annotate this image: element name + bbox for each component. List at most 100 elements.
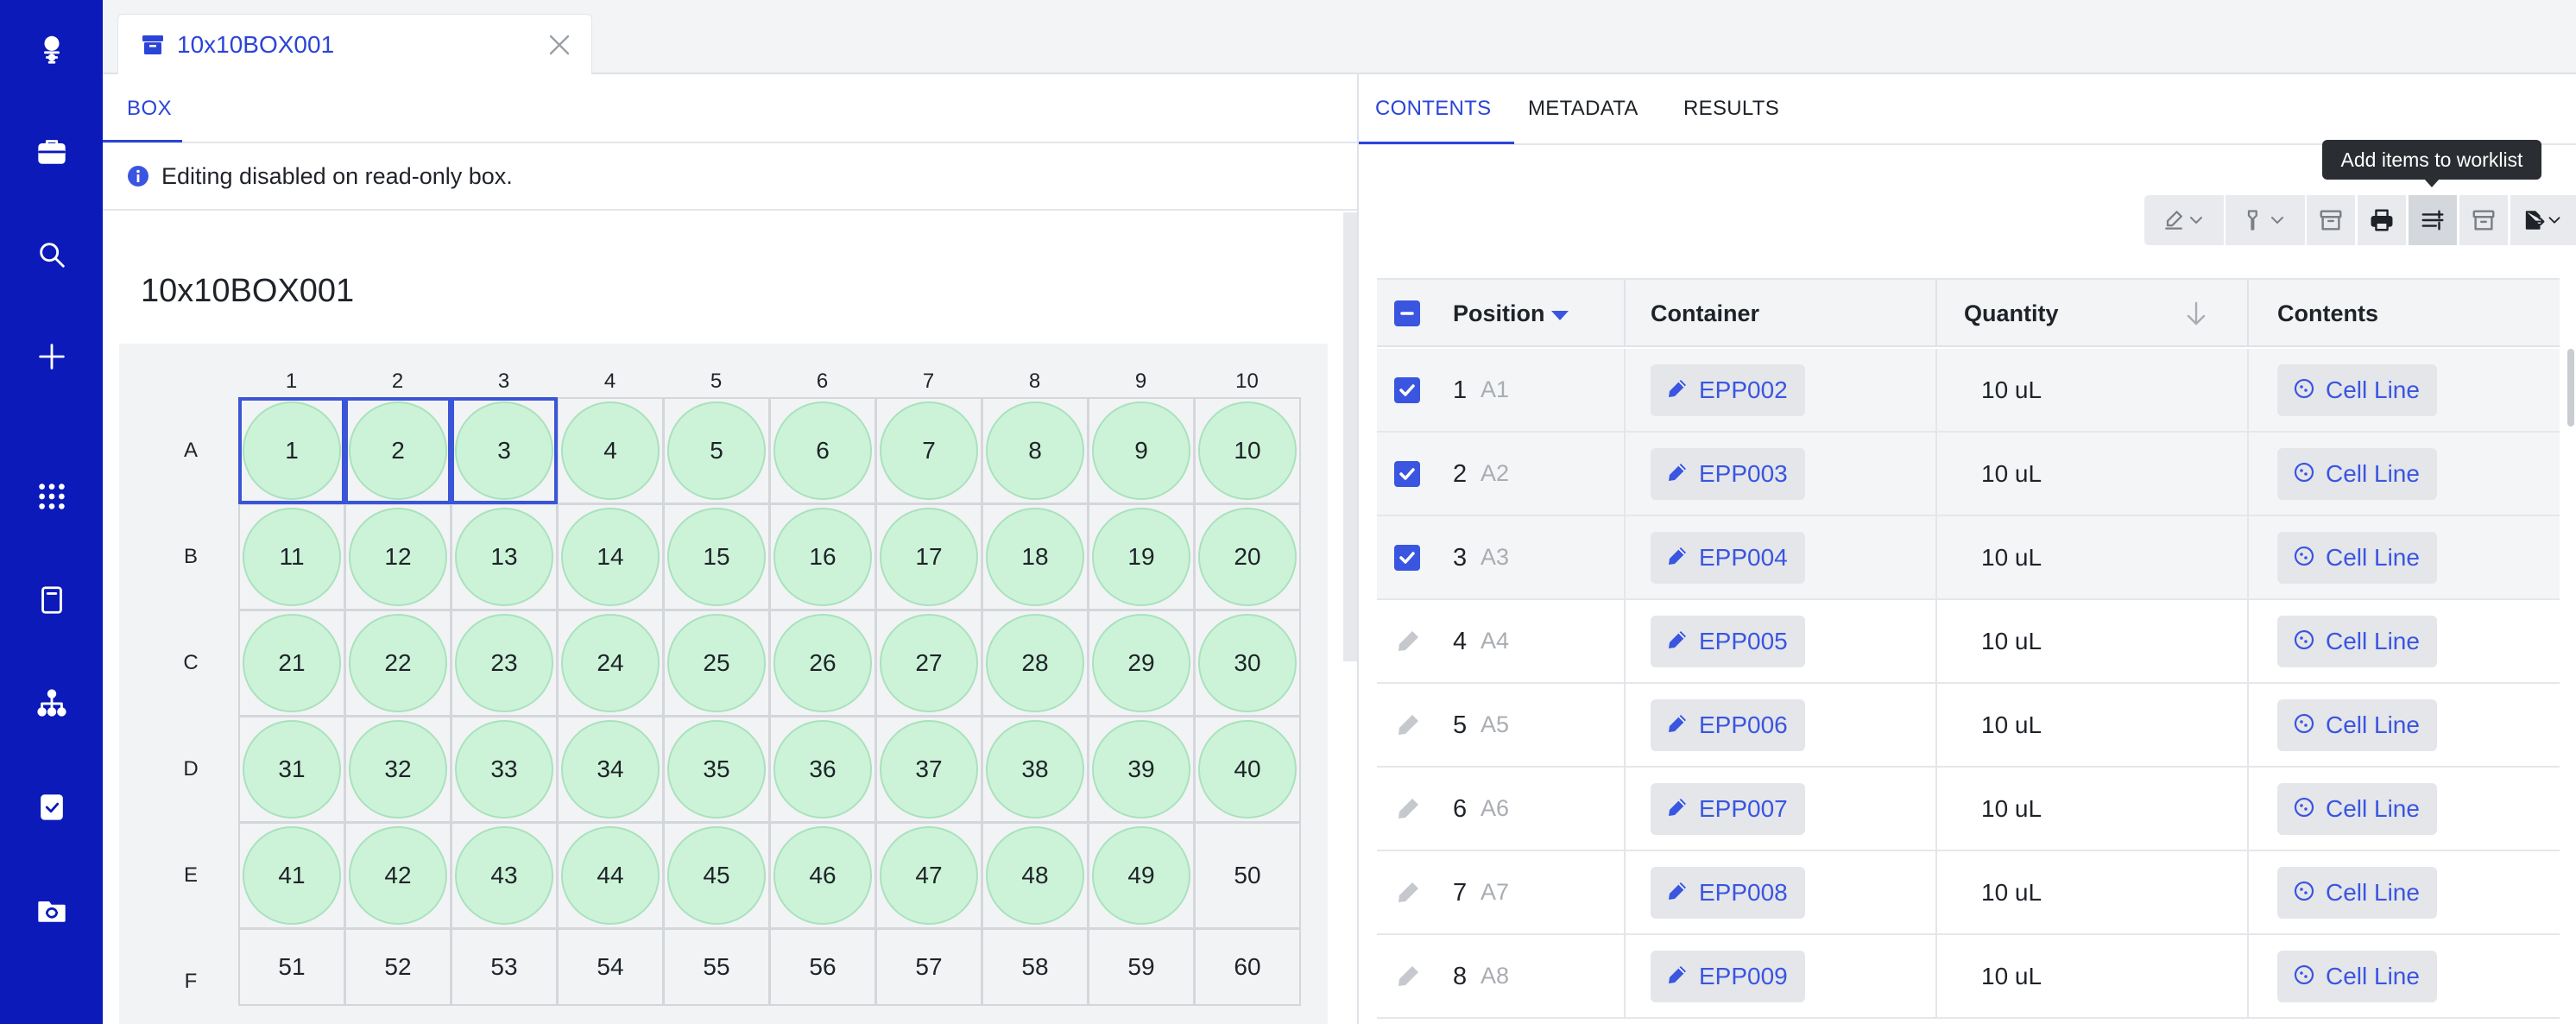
column-header-container[interactable]: Container [1651,300,1760,326]
grid-well[interactable]: 45 [663,822,770,929]
grid-well[interactable]: 35 [663,716,770,823]
grid-well[interactable]: 58 [982,928,1089,1006]
row-checkbox[interactable] [1394,545,1420,571]
grid-well[interactable]: 56 [769,928,876,1006]
grid-well[interactable]: 6 [769,397,876,504]
select-all-checkbox[interactable] [1394,300,1420,326]
tab-box[interactable]: BOX [127,97,173,120]
table-row[interactable]: 1 A1 EPP002 10 uL Cell Line [1377,349,2560,433]
right-scrollbar[interactable] [2567,349,2574,427]
column-header-position[interactable]: Position [1453,300,1545,326]
grid-well[interactable]: 51 [238,928,345,1006]
grid-well[interactable]: 18 [982,503,1089,610]
sort-arrow-down-icon[interactable] [2185,300,2207,326]
grid-well[interactable]: 23 [451,610,558,717]
grid-well-selected[interactable]: 2 [344,397,451,504]
folder-sync-icon[interactable] [0,875,103,944]
search-icon[interactable] [0,220,103,289]
edit-menu-button[interactable] [2144,195,2224,245]
container-chip[interactable]: EPP009 [1651,951,1805,1002]
archive-button[interactable] [2307,195,2355,245]
grid-well[interactable]: 36 [769,716,876,823]
clipboard-check-icon[interactable] [0,772,103,841]
grid-well[interactable]: 33 [451,716,558,823]
left-scrollbar[interactable] [1343,212,1357,661]
tab-contents[interactable]: CONTENTS [1375,97,1492,120]
grid-well[interactable]: 46 [769,822,876,929]
grid-well[interactable]: 48 [982,822,1089,929]
print-button[interactable] [2358,195,2406,245]
container-chip[interactable]: EPP008 [1651,867,1805,919]
grid-well[interactable]: 29 [1088,610,1195,717]
table-row[interactable]: 6 A6 EPP007 10 uL Cell Line [1377,768,2560,851]
grid-well[interactable]: 4 [557,397,664,504]
grid-well[interactable]: 27 [875,610,982,717]
grid-well[interactable]: 25 [663,610,770,717]
pencil-icon[interactable] [1394,711,1422,739]
sort-descending-icon[interactable] [1550,309,1570,321]
plus-icon[interactable] [0,322,103,391]
pencil-icon[interactable] [1394,628,1422,655]
grid-well[interactable]: 41 [238,822,345,929]
grid-well[interactable]: 10 [1194,397,1301,504]
grid-well[interactable]: 30 [1194,610,1301,717]
grid-well[interactable]: 55 [663,928,770,1006]
grid-well[interactable]: 42 [344,822,451,929]
grid-well[interactable]: 54 [557,928,664,1006]
grid-well[interactable]: 7 [875,397,982,504]
grid-well[interactable]: 44 [557,822,664,929]
table-row[interactable]: 8 A8 EPP009 10 uL Cell Line [1377,935,2560,1019]
row-checkbox[interactable] [1394,461,1420,487]
document-tab[interactable]: 10x10BOX001 [117,14,592,74]
grid-well[interactable]: 21 [238,610,345,717]
pencil-icon[interactable] [1394,879,1422,907]
grid-well-selected[interactable]: 3 [451,397,558,504]
grid-well[interactable]: 37 [875,716,982,823]
container-chip[interactable]: EPP006 [1651,699,1805,751]
grid-well[interactable]: 47 [875,822,982,929]
grid-well[interactable]: 12 [344,503,451,610]
contents-chip[interactable]: Cell Line [2277,783,2437,835]
grid-well[interactable]: 19 [1088,503,1195,610]
grid-well[interactable]: 39 [1088,716,1195,823]
contents-chip[interactable]: Cell Line [2277,867,2437,919]
tab-results[interactable]: RESULTS [1683,97,1780,120]
table-row[interactable]: 5 A5 EPP006 10 uL Cell Line [1377,684,2560,768]
grid-well[interactable]: 5 [663,397,770,504]
grid-well[interactable]: 15 [663,503,770,610]
contents-chip[interactable]: Cell Line [2277,699,2437,751]
container-chip[interactable]: EPP005 [1651,616,1805,667]
grid-well[interactable]: 43 [451,822,558,929]
apps-grid-icon[interactable] [0,462,103,531]
grid-well[interactable]: 8 [982,397,1089,504]
export-menu-button[interactable] [2510,195,2576,245]
hierarchy-icon[interactable] [0,668,103,737]
tab-metadata[interactable]: METADATA [1528,97,1638,120]
column-header-quantity[interactable]: Quantity [1964,300,2059,326]
container-chip[interactable]: EPP007 [1651,783,1805,835]
column-header-contents[interactable]: Contents [2277,300,2378,326]
briefcase-icon[interactable] [0,117,103,186]
grid-well[interactable]: 14 [557,503,664,610]
logo-icon[interactable] [0,15,103,84]
add-to-worklist-button[interactable] [2409,195,2457,245]
contents-chip[interactable]: Cell Line [2277,616,2437,667]
grid-well[interactable]: 53 [451,928,558,1006]
table-row[interactable]: 2 A2 EPP003 10 uL Cell Line [1377,433,2560,516]
pencil-icon[interactable] [1394,795,1422,823]
pipette-menu-button[interactable] [2226,195,2305,245]
grid-well[interactable]: 11 [238,503,345,610]
grid-well-selected[interactable]: 1 [238,397,345,504]
notebook-icon[interactable] [0,566,103,635]
table-row[interactable]: 4 A4 EPP005 10 uL Cell Line [1377,600,2560,684]
container-chip[interactable]: EPP002 [1651,364,1805,416]
grid-well[interactable]: 16 [769,503,876,610]
container-chip[interactable]: EPP004 [1651,532,1805,584]
unarchive-button[interactable] [2459,195,2508,245]
grid-well[interactable]: 31 [238,716,345,823]
grid-well[interactable]: 9 [1088,397,1195,504]
grid-well[interactable]: 60 [1194,928,1301,1006]
container-chip[interactable]: EPP003 [1651,448,1805,500]
grid-well[interactable]: 24 [557,610,664,717]
grid-well[interactable]: 50 [1194,822,1301,929]
